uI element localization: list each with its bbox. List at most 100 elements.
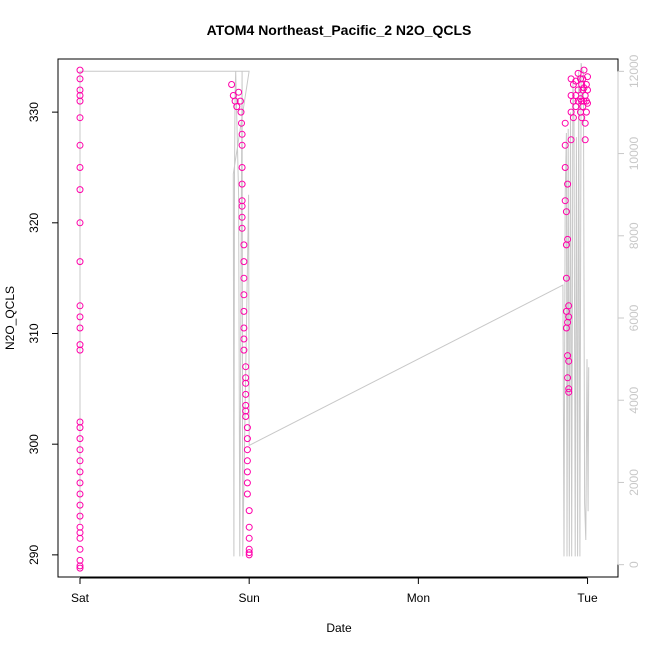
n2o-data-point xyxy=(76,164,84,171)
n2o-data-point xyxy=(242,413,250,420)
y2-tick-label: 10000 xyxy=(627,137,641,171)
n2o-data-point xyxy=(238,141,246,149)
n2o-data-point xyxy=(581,136,589,144)
n2o-data-point xyxy=(582,108,590,116)
y-tick-label: 310 xyxy=(27,323,41,343)
n2o-data-point xyxy=(238,213,246,221)
n2o-data-point xyxy=(569,114,577,122)
y-tick-label: 290 xyxy=(27,545,41,565)
n2o-data-point xyxy=(243,435,251,443)
n2o-data-point xyxy=(242,390,250,398)
n2o-data-point xyxy=(76,564,84,572)
n2o-data-point xyxy=(228,81,236,88)
n2o-data-point xyxy=(76,302,84,310)
n2o-data-point xyxy=(76,346,84,354)
n2o-data-point xyxy=(245,551,253,559)
n2o-data-point xyxy=(245,534,253,542)
n2o-data-point xyxy=(76,490,84,498)
n2o-data-point xyxy=(238,224,246,232)
n2o-data-point xyxy=(236,97,244,105)
n2o-data-point xyxy=(565,357,573,365)
n2o-data-point xyxy=(76,97,84,105)
n2o-data-point xyxy=(565,385,573,393)
n2o-data-point xyxy=(76,435,84,443)
n2o-data-point xyxy=(240,274,248,282)
n2o-data-point xyxy=(76,324,84,332)
y-tick-label: 300 xyxy=(27,434,41,454)
y2-tick-label: 4000 xyxy=(627,387,641,414)
n2o-data-point xyxy=(243,457,251,465)
y2-tick-label: 2000 xyxy=(627,469,641,496)
n2o-data-point xyxy=(240,335,248,343)
n2o-data-point xyxy=(581,119,589,127)
altitude-line-layer xyxy=(79,63,590,557)
n2o-data-point xyxy=(578,114,586,122)
x-tick-label: Sat xyxy=(71,591,90,605)
n2o-data-point xyxy=(235,88,243,96)
y-tick-label: 320 xyxy=(27,212,41,232)
n2o-data-point xyxy=(243,424,251,432)
n2o-data-point xyxy=(564,235,572,243)
y-axis-right: 0 2000 4000 6000 8000 10000 12000 xyxy=(617,54,641,568)
n2o-data-point xyxy=(245,507,253,515)
n2o-data-point xyxy=(76,479,84,487)
n2o-data-point xyxy=(76,258,84,266)
y2-tick-label: 0 xyxy=(627,561,641,568)
x-tick-label: Sun xyxy=(239,591,260,605)
n2o-data-point xyxy=(240,324,248,332)
n2o-data-point xyxy=(561,141,569,149)
n2o-data-point xyxy=(584,86,591,94)
y-axis-title: N2O_QCLS xyxy=(3,286,17,350)
n2o-data-point xyxy=(76,219,84,227)
n2o-data-point xyxy=(238,180,246,188)
n2o-data-point xyxy=(76,545,84,553)
n2o-data-point xyxy=(561,119,569,127)
n2o-data-point xyxy=(243,446,251,454)
n2o-data-point xyxy=(584,73,591,81)
n2o-data-point xyxy=(238,202,246,210)
n2o-data-point xyxy=(76,512,84,520)
y2-tick-label: 6000 xyxy=(627,304,641,331)
n2o-data-point xyxy=(242,363,250,371)
n2o-data-point xyxy=(76,114,84,122)
plot-frame xyxy=(57,58,619,578)
n2o-data-point xyxy=(76,468,84,476)
n2o-data-point xyxy=(243,490,251,498)
n2o-data-point xyxy=(562,208,570,216)
n2o-data-point xyxy=(76,66,84,74)
n2o-data-point xyxy=(76,141,84,149)
n2o-data-point xyxy=(245,549,253,557)
n2o-data-point xyxy=(580,66,588,74)
n2o-data-point xyxy=(240,346,248,354)
n2o-data-point xyxy=(561,197,569,205)
x-axis-title: Date xyxy=(326,621,352,635)
y-tick-label: 330 xyxy=(27,102,41,122)
n2o-data-point xyxy=(76,424,84,432)
n2o-data-point xyxy=(245,523,253,531)
n2o-data-point xyxy=(240,307,248,315)
n2o-data-point xyxy=(243,479,251,487)
n2o-data-point xyxy=(567,136,575,144)
n2o-data-point xyxy=(76,501,84,509)
n2o-data-point xyxy=(238,130,246,138)
n2o-data-point xyxy=(242,379,250,387)
n2o-data-point xyxy=(76,75,84,83)
x-axis: Sat Sun Mon Tue xyxy=(71,577,598,605)
n2o-data-point xyxy=(243,468,251,476)
n2o-data-point xyxy=(237,108,245,116)
n2o-data-point xyxy=(564,180,572,188)
n2o-data-point xyxy=(565,313,573,321)
n2o-data-point xyxy=(76,186,84,194)
n2o-data-point xyxy=(240,258,248,266)
n2o-data-point xyxy=(562,274,570,282)
n2o-data-point xyxy=(238,119,245,127)
y2-tick-label: 8000 xyxy=(627,222,641,249)
n2o-data-point xyxy=(76,446,84,454)
n2o-data-point xyxy=(76,457,84,465)
x-tick-label: Mon xyxy=(407,591,430,605)
n2o-data-point xyxy=(565,388,573,396)
n2o-data-point xyxy=(561,164,569,171)
n2o-data-point xyxy=(238,164,246,171)
n2o-points-layer xyxy=(76,66,591,572)
